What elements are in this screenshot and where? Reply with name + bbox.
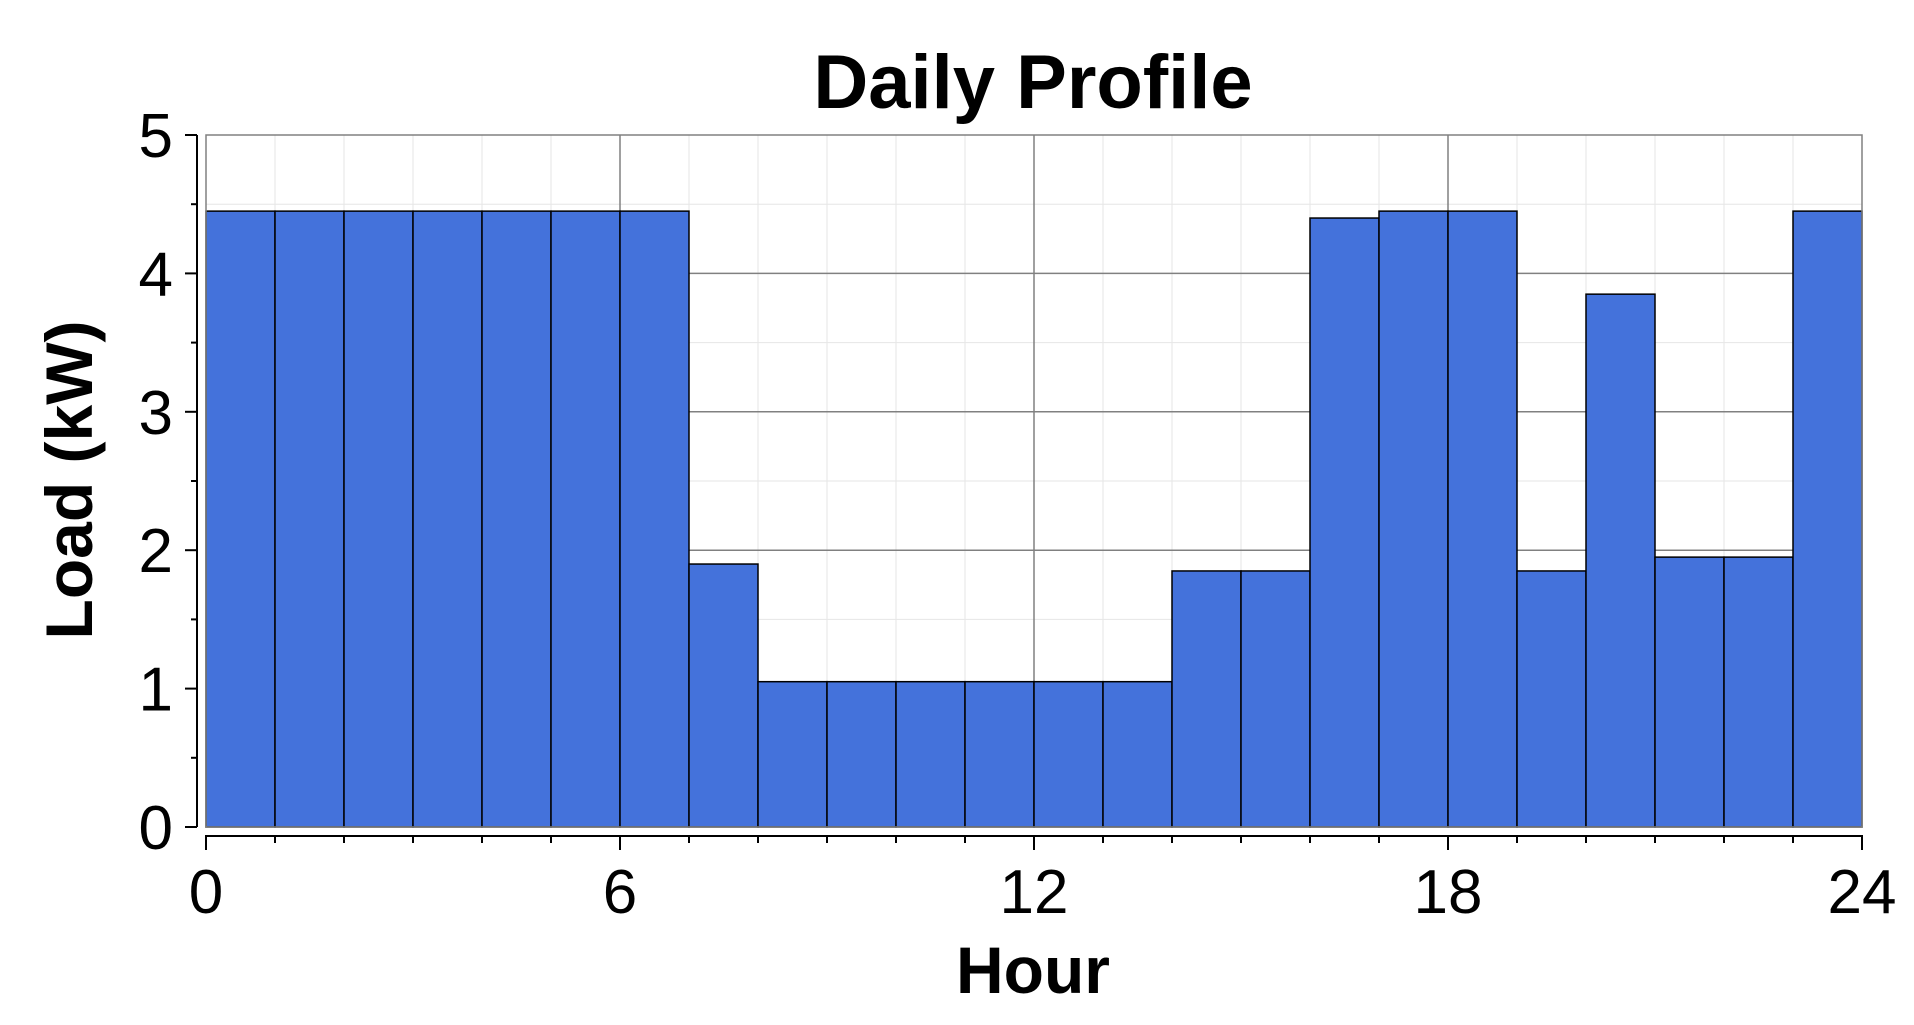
y-tick-label: 2: [139, 517, 173, 586]
bar-hour-11: [964, 680, 1035, 828]
bar-hour-5: [550, 210, 621, 828]
bar-hour-2: [343, 210, 414, 828]
chart-title: Daily Profile: [813, 40, 1252, 125]
bar-hour-10: [895, 680, 966, 828]
y-tick-label: 3: [139, 379, 173, 448]
y-tick-label: 5: [139, 102, 173, 171]
plot-border: [205, 134, 1863, 828]
x-tick-label: 24: [1828, 858, 1897, 927]
y-tick-label: 4: [139, 240, 173, 309]
bar-hour-0: [205, 210, 276, 828]
x-axis-label: Hour: [956, 933, 1110, 1007]
bar-hour-9: [826, 680, 897, 828]
bar-hour-12: [1033, 680, 1104, 828]
bar-hour-4: [481, 210, 552, 828]
y-axis-label: Load (kW): [32, 321, 106, 640]
bar-hour-13: [1102, 680, 1173, 828]
bar-hour-22: [1723, 556, 1794, 828]
bar-hour-23: [1792, 210, 1863, 828]
bar-hour-7: [688, 563, 759, 828]
bar-hour-21: [1654, 556, 1725, 828]
bar-hour-16: [1309, 217, 1380, 828]
bars: [205, 210, 1863, 828]
y-tick-label: 0: [139, 794, 173, 863]
bar-hour-17: [1378, 210, 1449, 828]
bar-hour-6: [619, 210, 690, 828]
bar-hour-8: [757, 680, 828, 828]
bar-hour-18: [1447, 210, 1518, 828]
bar-hour-15: [1240, 570, 1311, 828]
bar-hour-14: [1171, 570, 1242, 828]
x-tick-label: 0: [189, 858, 223, 927]
bar-hour-19: [1516, 570, 1587, 828]
y-tick-label: 1: [139, 656, 173, 725]
bar-hour-20: [1585, 293, 1656, 828]
x-tick-label: 12: [1000, 858, 1069, 927]
bar-hour-3: [412, 210, 483, 828]
bar-hour-1: [274, 210, 345, 828]
x-tick-label: 6: [603, 858, 637, 927]
x-tick-label: 18: [1414, 858, 1483, 927]
